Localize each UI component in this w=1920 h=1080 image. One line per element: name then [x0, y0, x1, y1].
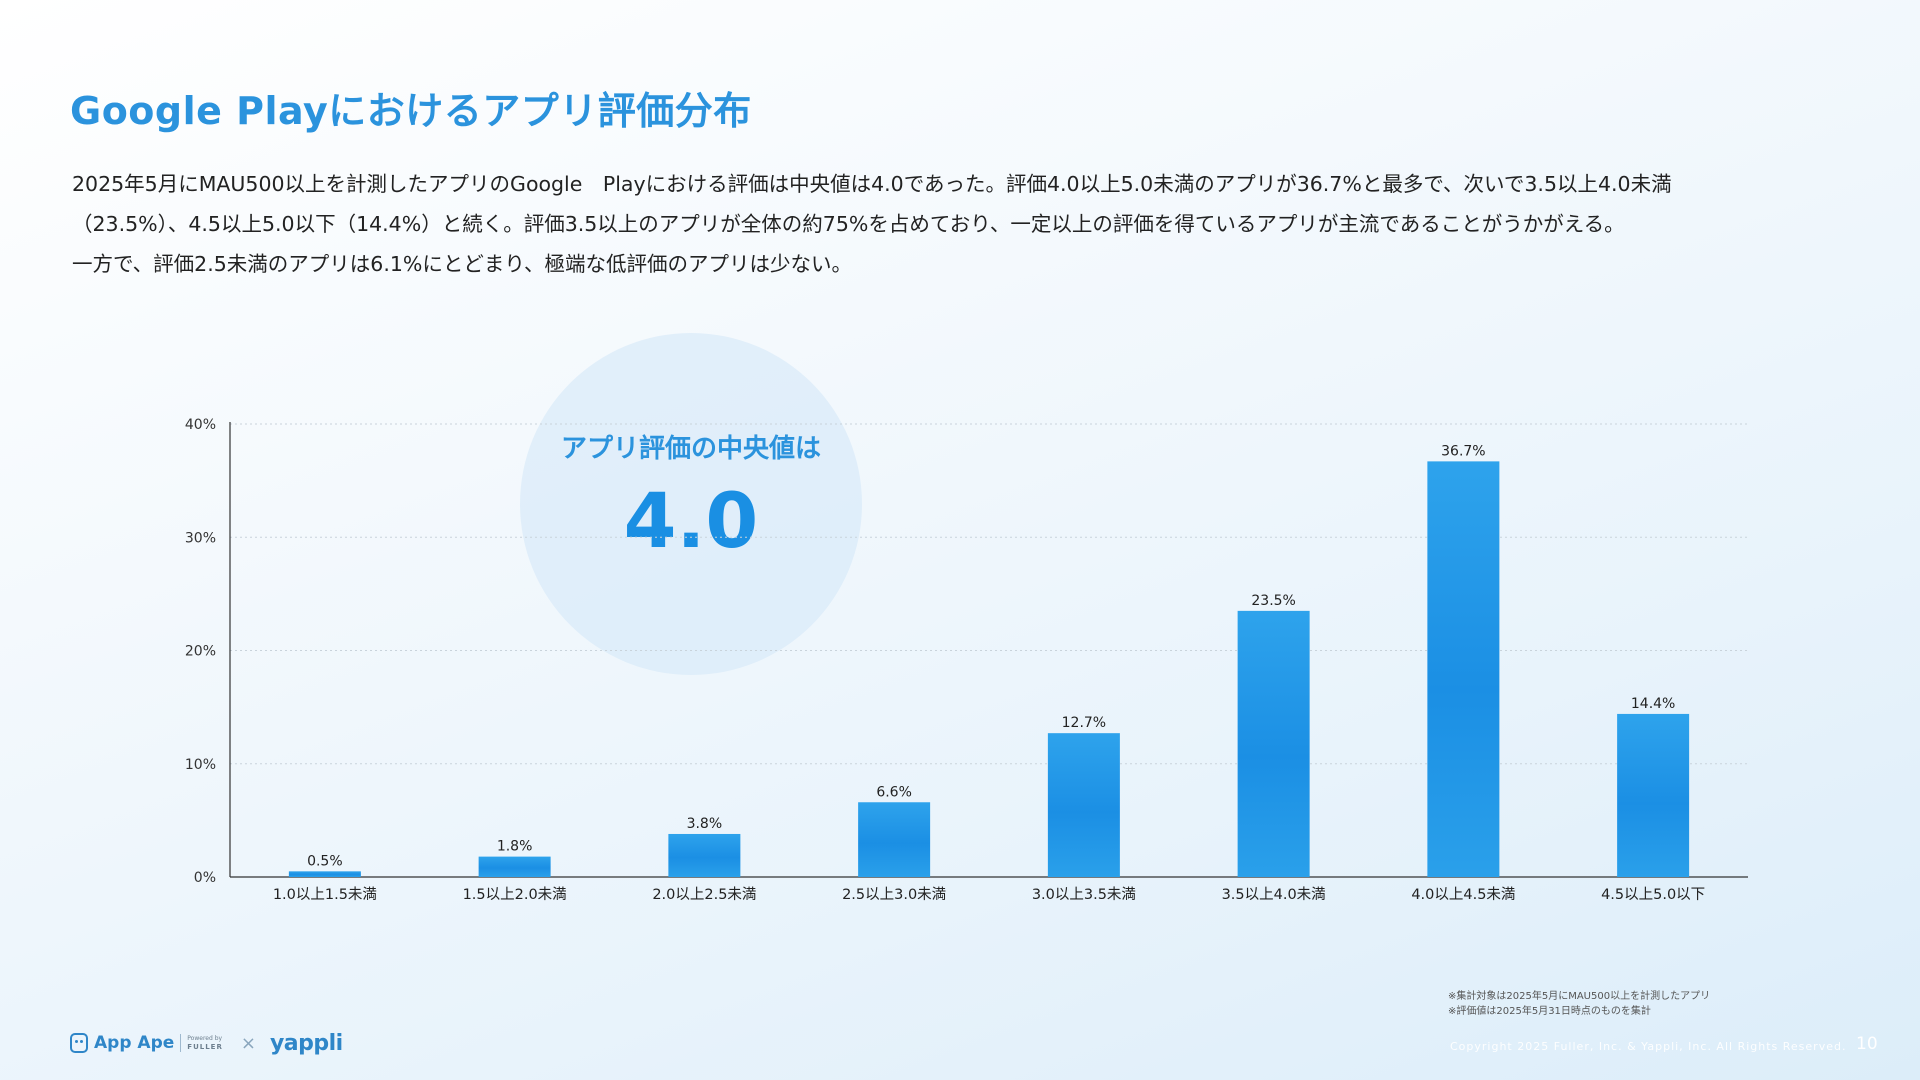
- y-tick-label: 10%: [185, 757, 216, 773]
- yappli-logo: yappli: [269, 1030, 343, 1056]
- y-tick-label: 40%: [185, 417, 216, 433]
- x-tick-label: 3.5以上4.0未満: [1222, 886, 1326, 903]
- x-tick-label: 1.0以上1.5未満: [273, 886, 377, 903]
- fuller-logo-text: FULLER: [187, 1043, 223, 1051]
- footnote: ※評価値は2025年5月31日時点のものを集計: [1448, 1006, 1651, 1017]
- y-tick-label: 30%: [185, 530, 216, 546]
- footnotes: ※集計対象は2025年5月にMAU500以上を計測したアプリ ※評価値は2025…: [1448, 989, 1710, 1019]
- footer-logos: App Ape Powered by FULLER × yappli: [70, 1028, 343, 1058]
- data-label: 0.5%: [307, 853, 343, 869]
- data-label: 23.5%: [1251, 593, 1295, 609]
- appape-logo: App Ape: [70, 1033, 174, 1053]
- bar: [1047, 733, 1120, 877]
- data-label: 3.8%: [687, 816, 723, 832]
- fuller-powered-text: Powered by: [187, 1035, 223, 1042]
- footnote: ※集計対象は2025年5月にMAU500以上を計測したアプリ: [1448, 991, 1711, 1002]
- fuller-logo: Powered by FULLER: [187, 1035, 223, 1051]
- logo-divider: [180, 1034, 182, 1052]
- x-tick-label: 2.5以上3.0未満: [842, 886, 946, 903]
- y-tick-label: 20%: [185, 644, 216, 660]
- y-tick-label: 0%: [194, 870, 216, 886]
- description-line: （23.5%）、4.5以上5.0以下（14.4%）と続く。評価3.5以上のアプリ…: [72, 212, 1625, 236]
- data-label: 36.7%: [1441, 443, 1485, 459]
- data-label: 12.7%: [1062, 715, 1106, 731]
- appape-logo-text: App Ape: [94, 1033, 175, 1053]
- x-tick-label: 4.5以上5.0以下: [1601, 886, 1705, 903]
- data-label: 1.8%: [497, 839, 533, 855]
- data-label: 6.6%: [876, 784, 912, 800]
- bar: [1617, 713, 1690, 877]
- median-badge: アプリ評価の中央値は 4.0: [520, 333, 862, 675]
- data-label: 14.4%: [1631, 696, 1675, 712]
- x-tick-label: 1.5以上2.0未満: [463, 886, 567, 903]
- description-line: 一方で、評価2.5未満のアプリは6.1%にとどまり、極端な低評価のアプリは少ない…: [72, 252, 853, 276]
- copyright: Copyright 2025 Fuller, Inc. & Yappli, In…: [1450, 1040, 1847, 1053]
- x-tick-label: 2.0以上2.5未満: [652, 886, 756, 903]
- bar: [288, 871, 361, 877]
- appape-icon: [70, 1033, 88, 1053]
- median-badge-label: アプリ評価の中央値は: [560, 434, 821, 464]
- bar: [1237, 610, 1310, 877]
- collab-x-mark: ×: [240, 1032, 256, 1054]
- x-tick-label: 4.0以上4.5未満: [1411, 886, 1515, 903]
- bar: [478, 856, 551, 877]
- bar: [668, 833, 741, 877]
- description: 2025年5月にMAU500以上を計測したアプリのGoogle Playにおける…: [72, 164, 1852, 284]
- page-number: 10: [1856, 1034, 1878, 1054]
- median-badge-value: 4.0: [623, 476, 759, 565]
- bar: [858, 802, 931, 877]
- page-title: Google Playにおけるアプリ評価分布: [70, 89, 752, 133]
- x-tick-label: 3.0以上3.5未満: [1032, 886, 1136, 903]
- bar: [1427, 461, 1500, 877]
- description-line: 2025年5月にMAU500以上を計測したアプリのGoogle Playにおける…: [72, 172, 1672, 196]
